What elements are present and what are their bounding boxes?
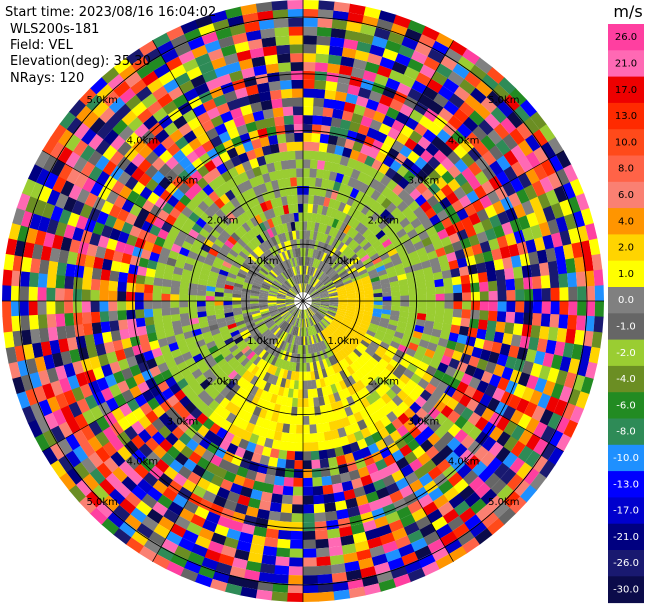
ring-label-1-3: 1.0km: [247, 336, 278, 347]
ring-label-4-3: 4.0km: [127, 457, 158, 468]
colorbar-tick-15: -8.0: [616, 427, 636, 438]
colorbar-cell-7: [608, 208, 644, 235]
colorbar-tick-5: 8.0: [618, 164, 634, 175]
instrument-label: WLS200s-181: [10, 22, 100, 37]
colorbar-tick-3: 13.0: [615, 111, 637, 122]
ring-label-5-2: 5.0km: [488, 497, 519, 508]
colorbar-cell-17: [608, 471, 644, 498]
spoke-300: [302, 40, 454, 302]
nrays-label: NRays: 120: [10, 71, 85, 86]
colorbar-tick-10: 0.0: [618, 295, 634, 306]
colorbar-cell-18: [608, 497, 644, 525]
ring-label-1-1: 1.0km: [327, 256, 358, 267]
field-label: Field: VEL: [10, 38, 73, 53]
spoke-60: [302, 300, 454, 562]
colorbar-unit-label: m/s: [613, 2, 642, 21]
ring-label-3-0: 3.0km: [167, 176, 198, 187]
colorbar-cell-5: [608, 155, 644, 183]
ring-label-4-0: 4.0km: [127, 135, 158, 146]
elevation-label: Elevation(deg): 35.30: [10, 54, 151, 69]
ring-label-5-0: 5.0km: [86, 95, 117, 106]
ring-label-2-3: 2.0km: [207, 376, 238, 387]
colorbar-tick-1: 21.0: [615, 58, 637, 69]
ring-label-2-0: 2.0km: [207, 216, 238, 227]
ring-label-5-3: 5.0km: [86, 497, 117, 508]
ring-label-3-3: 3.0km: [167, 417, 198, 428]
colorbar-tick-0: 26.0: [615, 32, 637, 43]
colorbar-tick-13: -4.0: [616, 374, 636, 385]
colorbar-tick-20: -26.0: [613, 558, 639, 569]
spoke-210: [42, 150, 304, 302]
ring-label-3-2: 3.0km: [408, 417, 439, 428]
colorbar-cell-21: [608, 576, 644, 604]
colorbar-cell-4: [608, 129, 644, 156]
spoke-150: [42, 300, 304, 452]
spoke-330: [302, 150, 564, 302]
colorbar-cell-11: [608, 313, 644, 341]
spoke-30: [302, 300, 564, 452]
colorbar-cell-6: [608, 181, 644, 209]
colorbar-tick-8: 2.0: [618, 243, 634, 254]
colorbar-tick-7: 4.0: [618, 216, 634, 227]
ring-label-4-2: 4.0km: [448, 457, 479, 468]
colorbar-tick-4: 10.0: [615, 137, 637, 148]
colorbar-cell-15: [608, 418, 644, 446]
colorbar-tick-18: -17.0: [613, 506, 639, 517]
colorbar-cell-10: [608, 287, 644, 314]
colorbar-cell-2: [608, 76, 644, 104]
colorbar-cell-12: [608, 339, 644, 367]
colorbar-cell-3: [608, 102, 644, 130]
colorbar-tick-2: 17.0: [615, 85, 637, 96]
colorbar-tick-11: -1.0: [616, 321, 636, 332]
start-time-label: Start time: 2023/08/16 16:04:02: [5, 5, 217, 20]
spoke-240: [152, 40, 304, 302]
ring-label-3-1: 3.0km: [408, 176, 439, 187]
ppi-plot: 1.0km 1.0km 1.0km 1.0km 2.0km 2.0km 2.0km 2.0km…: [2, 0, 604, 602]
ring-label-2-1: 2.0km: [368, 216, 399, 227]
azimuth-spokes: [2, 0, 604, 602]
colorbar-tick-9: 1.0: [618, 269, 634, 280]
colorbar-cell-1: [608, 50, 644, 78]
spoke-120: [152, 300, 304, 562]
ring-label-1-2: 1.0km: [327, 336, 358, 347]
colorbar-tick-19: -21.0: [613, 532, 639, 543]
colorbar-tick-17: -13.0: [613, 479, 639, 490]
colorbar-cell-0: [608, 24, 644, 51]
colorbar: m/s 26.0 21.0 17.0 13.0 10.0 8.0 6.0 4.0 2.0 1.0 0.…: [608, 2, 644, 604]
colorbar-tick-6: 6.0: [618, 190, 634, 201]
colorbar-tick-21: -30.0: [613, 585, 639, 596]
ring-labels: 1.0km 1.0km 1.0km 1.0km 2.0km 2.0km 2.0km 2.0km…: [86, 95, 519, 508]
ring-label-2-2: 2.0km: [368, 376, 399, 387]
ring-label-5-1: 5.0km: [488, 95, 519, 106]
colorbar-cell-19: [608, 523, 644, 551]
colorbar-cell-13: [608, 365, 644, 393]
colorbar-tick-16: -10.0: [613, 453, 639, 464]
colorbar-cell-16: [608, 444, 644, 472]
colorbar-cell-8: [608, 234, 644, 262]
colorbar-tick-14: -6.0: [616, 400, 636, 411]
colorbar-cell-14: [608, 392, 644, 419]
ring-label-4-1: 4.0km: [448, 135, 479, 146]
colorbar-cell-20: [608, 550, 644, 577]
ring-label-1-0: 1.0km: [247, 256, 278, 267]
colorbar-tick-12: -2.0: [616, 348, 636, 359]
colorbar-cell-9: [608, 260, 644, 288]
